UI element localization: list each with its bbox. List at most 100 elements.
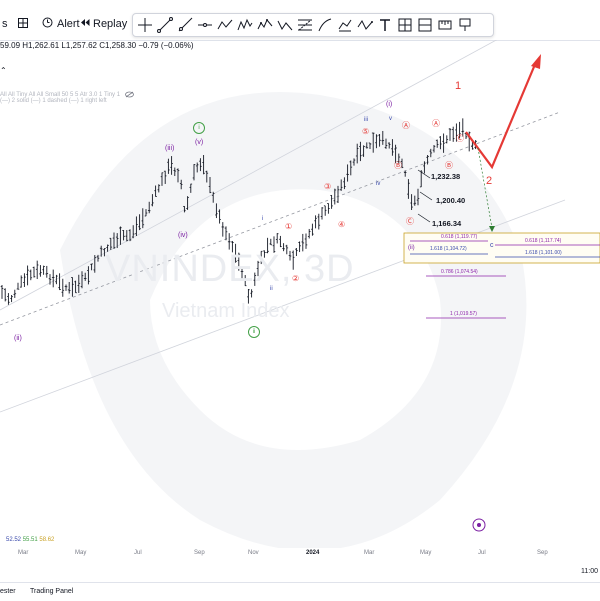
wave-label-v-top: v <box>389 116 392 122</box>
fib-icon[interactable] <box>297 17 313 33</box>
x-label: May <box>75 550 87 556</box>
wave-label-iii: (iii) <box>165 145 175 152</box>
x-label: Mar <box>364 550 375 556</box>
alert-clock-icon[interactable] <box>42 15 53 33</box>
fib-box[interactable] <box>403 232 600 264</box>
projection-icon[interactable] <box>357 17 373 33</box>
interval-fragment[interactable]: s <box>2 18 8 30</box>
wave-label-iv-top: iv <box>376 181 381 187</box>
x-label: May <box>420 550 432 556</box>
alt-path <box>477 147 493 229</box>
price-label-3: 1,166.34 <box>432 219 462 228</box>
wave-label-i-green: i <box>193 122 205 134</box>
price-chart[interactable] <box>0 40 600 548</box>
trend-line-icon[interactable] <box>157 17 173 33</box>
wave-label-ii-blue: ii <box>270 286 273 292</box>
arrow-head <box>531 54 541 69</box>
x-label: Mar <box>18 550 29 556</box>
fib-label-left-2: 1.618 (1,104.72) <box>430 246 467 252</box>
wave-label-1-red: 1 <box>455 80 462 92</box>
indicator-settings-2: (—) 2 solid (—) 1 dashed (—) 1 right lef… <box>0 98 107 105</box>
replay-icon[interactable] <box>80 15 91 33</box>
watermark-name: Vietnam Index <box>162 300 290 322</box>
elliott-wave-icon[interactable] <box>257 17 273 33</box>
wave-abc-icon[interactable] <box>277 17 293 33</box>
x-label-year: 2024 <box>306 550 320 556</box>
brush-icon[interactable] <box>317 17 333 33</box>
object-tree-dot <box>477 523 481 527</box>
wave-circle-2: ② <box>292 274 300 283</box>
horizontal-line-icon[interactable] <box>197 17 213 33</box>
eye-hidden-icon[interactable] <box>124 91 134 98</box>
top-toolbar: s Alert Replay <box>0 0 600 41</box>
x-label: Sep <box>194 550 205 556</box>
time-axis[interactable]: Mar May Jul Sep Nov 2024 Mar May Jul Sep <box>0 548 600 562</box>
measure-icon[interactable] <box>337 17 353 33</box>
path-icon[interactable] <box>217 17 233 33</box>
fib-label-786: 0.786 (1,074.54) <box>441 269 478 275</box>
wave-circle-1: ① <box>285 222 293 231</box>
wave-label-ii-box: (ii) <box>408 245 415 251</box>
fib-label-right-2: 1.618 (1,101.00) <box>525 250 562 256</box>
wave-circle-c2: Ⓒ <box>456 134 464 143</box>
wave-label-c: c <box>490 242 494 249</box>
grid-icon[interactable] <box>18 15 28 33</box>
x-label: Jul <box>134 550 142 556</box>
price-label-1: 1,232.38 <box>431 172 461 181</box>
indicator-legend[interactable]: All All Tiny All All Small 50 5 5 Atr 3.… <box>0 91 134 104</box>
drawing-tools-bar <box>132 13 494 37</box>
alt-arrow-head <box>489 226 495 232</box>
collapse-icon[interactable]: ⌃ <box>0 66 7 75</box>
wave-circle-b: Ⓑ <box>394 161 402 170</box>
wave-circle-b2: Ⓑ <box>445 161 453 170</box>
fib-label-1: 1 (1,019.57) <box>450 311 477 317</box>
upper-channel-line[interactable] <box>0 40 500 311</box>
alert-button[interactable]: Alert <box>57 18 80 30</box>
wave-circle-a: Ⓐ <box>402 121 410 130</box>
crosshair-icon[interactable] <box>137 17 153 33</box>
ray-icon[interactable] <box>177 17 193 33</box>
price-label-2: 1,200.40 <box>436 196 466 205</box>
indicator-settings: All All Tiny All All Small 50 5 5 Atr 3.… <box>0 92 121 99</box>
bottom-panel: ester Trading Panel <box>0 582 600 601</box>
projection-arrow[interactable] <box>465 61 538 170</box>
wave-label-iii-top: iii <box>364 117 368 123</box>
wave-circle-4: ④ <box>338 220 346 229</box>
wave-label-v-paren: (v) <box>195 139 204 146</box>
x-label: Sep <box>537 550 548 556</box>
mid-channel-line[interactable] <box>0 111 561 326</box>
wave-label-i-blue: i <box>262 216 264 222</box>
ohlc-values: 59.09 H1,262.61 L1,257.62 C1,258.30 <box>0 41 137 50</box>
tab-strategy-tester[interactable]: ester <box>0 588 16 595</box>
wave-label-ii-green: ii <box>248 326 260 338</box>
wave-circle-3: ③ <box>324 182 332 191</box>
clock: 11:00 <box>581 568 598 575</box>
x-label: Jul <box>478 550 486 556</box>
replay-button[interactable]: Replay <box>93 18 128 30</box>
watermark-symbol: VNINDEX, 3D <box>105 248 355 290</box>
pattern-icon[interactable] <box>237 17 253 33</box>
watermark-logo-inner <box>150 189 441 450</box>
tab-trading-panel[interactable]: Trading Panel <box>30 588 74 595</box>
text-tool-icon[interactable] <box>377 17 393 33</box>
wave-label-i-paren-top: (i) <box>386 101 393 108</box>
long-position-icon[interactable] <box>417 17 433 33</box>
wave-label-ii-left: (ii) <box>14 335 22 342</box>
wave-label-2-red: 2 <box>486 175 493 187</box>
wave-label-iv-paren: (iv) <box>178 232 188 239</box>
ohlc-change: −0.79 (−0.06%) <box>138 41 194 50</box>
ruler-icon[interactable] <box>437 17 453 33</box>
shapes-icon[interactable] <box>397 17 413 33</box>
lower-value-2: 55.51 <box>22 537 38 543</box>
wave-circle-c: Ⓒ <box>406 217 414 226</box>
eraser-icon[interactable] <box>457 17 473 33</box>
x-label: Nov <box>248 550 259 556</box>
fib-label-left-1: 0.618 (1,119.77) <box>441 234 478 240</box>
lower-value-1: 52.52 <box>6 537 22 543</box>
lower-indicator-values: 52.52 55.51 58.62 <box>6 537 54 543</box>
ohlc-readout: 59.09 H1,262.61 L1,257.62 C1,258.30 −0.7… <box>0 41 194 50</box>
wave-circle-5: ⑤ <box>362 127 370 136</box>
lower-value-3: 58.62 <box>39 537 55 543</box>
wave-circle-a2: Ⓐ <box>432 119 440 128</box>
fib-label-right-1: 0.618 (1,117.74) <box>525 238 562 244</box>
